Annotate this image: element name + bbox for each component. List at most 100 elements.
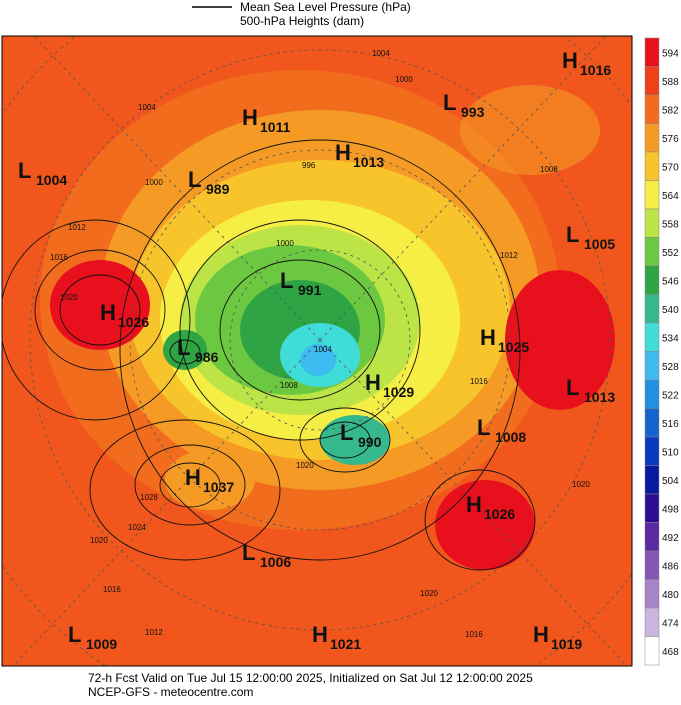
center-value: 986 [195,349,219,365]
colorbar-swatch [644,66,660,96]
center-letter: H [466,492,482,517]
colorbar: 594 588 582 576 570 564 558 552 546 540 534 528 522 5… [644,37,679,666]
colorbar-swatch [644,37,660,67]
colorbar-swatch [644,123,660,153]
center-letter: H [312,622,328,647]
center-value: 1021 [330,636,361,652]
colorbar-label: 468 [662,647,679,658]
colorbar-swatch [644,579,660,609]
colorbar-swatch [644,465,660,495]
contour-label: 1004 [138,103,156,112]
colorbar-label: 522 [662,390,679,401]
colorbar-swatch [644,294,660,324]
colorbar-swatch [644,522,660,552]
contour-label: 1000 [395,75,413,84]
colorbar-label: 516 [662,419,679,430]
center-letter: L [443,90,456,115]
colorbar-swatch [644,550,660,580]
contour-label: 1016 [465,630,483,639]
contour-label: 1020 [60,293,78,302]
colorbar-swatch [644,408,660,438]
center-value: 1013 [353,154,384,170]
colorbar-swatch [644,208,660,238]
center-letter: L [566,375,579,400]
center-letter: L [477,415,490,440]
colorbar-swatch [644,180,660,210]
colorbar-label: 564 [662,191,679,202]
colorbar-swatch [644,493,660,523]
colorbar-label: 552 [662,248,679,259]
contour-label: 1004 [314,345,332,354]
center-value: 989 [206,181,230,197]
colorbar-label: 540 [662,305,679,316]
colorbar-label: 504 [662,476,679,487]
contour-label: 1024 [128,523,146,532]
colorbar-swatch [644,265,660,295]
center-value: 1013 [584,389,615,405]
contour-label: 1020 [296,461,314,470]
contour-label: 1020 [90,536,108,545]
colorbar-swatch [644,237,660,267]
center-value: 1004 [36,172,67,188]
colorbar-label: 474 [662,618,679,629]
colorbar-swatch [644,379,660,409]
center-letter: L [177,335,190,360]
contour-label: 1000 [145,178,163,187]
colorbar-swatch [644,151,660,181]
colorbar-swatch [644,322,660,352]
colorbar-label: 546 [662,276,679,287]
contour-label: 1016 [50,253,68,262]
colorbar-swatch [644,607,660,637]
center-letter: L [18,158,31,183]
colorbar-label: 558 [662,219,679,230]
contour-label: 1008 [280,381,298,390]
contour-label: 1004 [372,49,390,58]
contour-label: 1012 [500,251,518,260]
contour-label: 1000 [276,239,294,248]
center-letter: L [242,540,255,565]
colorbar-swatch [644,351,660,381]
center-letter: H [562,48,578,73]
center-letter: L [340,420,353,445]
contour-label: 1028 [140,493,158,502]
center-letter: H [185,465,201,490]
center-value: 1005 [584,236,615,252]
colorbar-swatch [644,436,660,466]
center-letter: H [100,300,116,325]
center-value: 991 [298,282,322,298]
colorbar-label: 582 [662,105,679,116]
center-value: 1019 [551,636,582,652]
contour-label: 1012 [68,223,86,232]
center-value: 990 [358,434,382,450]
colorbar-label: 576 [662,134,679,145]
contour-label: 1012 [145,628,163,637]
colorbar-label: 534 [662,333,679,344]
center-letter: H [480,325,496,350]
contour-label: 1020 [420,589,438,598]
center-value: 1037 [203,479,234,495]
colorbar-label: 510 [662,447,679,458]
contour-label: 996 [302,161,316,170]
center-letter: H [533,622,549,647]
contour-label: 1016 [470,377,488,386]
center-letter: L [188,167,201,192]
legend-heights: 500-hPa Heights (dam) [240,14,364,28]
colorbar-swatch [644,636,660,666]
colorbar-label: 492 [662,533,679,544]
center-value: 1025 [498,339,529,355]
center-value: 1016 [580,62,611,78]
center-letter: L [280,268,293,293]
center-value: 1011 [260,119,291,135]
colorbar-label: 570 [662,162,679,173]
footer-valid: 72-h Fcst Valid on Tue Jul 15 12:00:00 2… [88,671,533,685]
center-letter: L [566,222,579,247]
center-value: 1008 [495,429,526,445]
colorbar-swatch [644,94,660,124]
footer-source: NCEP-GFS - meteocentre.com [88,685,253,699]
center-value: 1006 [260,554,291,570]
map-frame [1,35,633,667]
center-value: 1009 [86,636,117,652]
contour-label: 1016 [103,585,121,594]
